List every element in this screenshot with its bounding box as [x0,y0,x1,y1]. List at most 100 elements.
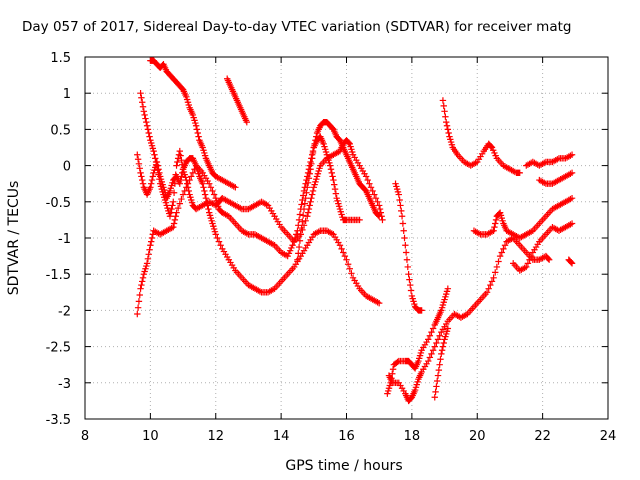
data-point [374,198,381,205]
data-point [434,372,442,379]
data-point [495,258,502,265]
data-point [294,256,301,263]
x-tick-label: 8 [81,429,89,444]
data-point [346,265,353,272]
data-point [568,151,576,158]
data-point [407,287,415,294]
data-point [436,361,443,368]
data-point [301,200,309,207]
data-point [134,156,142,163]
data-point [545,255,552,263]
data-point [312,137,319,144]
data-point [364,176,371,184]
data-point [444,325,452,332]
data-point [202,194,210,202]
data-point [143,118,150,126]
data-point [134,310,141,318]
chart-title: Day 057 of 2017, Sidereal Day-to-day VTE… [22,19,571,35]
data-point [304,184,311,191]
x-tick-label: 18 [404,429,421,444]
data-point [545,256,553,263]
data-point [139,103,147,110]
data-point [326,162,334,169]
data-point [526,256,533,263]
data-point [195,133,202,140]
data-point [299,218,306,225]
data-point [304,209,312,216]
data-point [372,194,380,202]
data-point [296,211,304,218]
data-point [134,304,142,311]
data-point [338,245,345,253]
data-point [232,184,239,191]
data-point [341,252,349,260]
data-point [138,173,145,180]
data-point [189,169,197,177]
data-point [371,191,378,198]
data-point [389,366,397,373]
data-point [432,388,439,396]
data-point [362,173,370,180]
data-point [243,118,251,126]
data-point [183,176,190,184]
data-point [167,209,175,216]
data-point [302,217,309,225]
data-point [217,242,224,249]
series-s10 [431,325,452,401]
y-tick-label: -2 [58,304,71,319]
data-point [376,205,384,213]
data-point [147,184,154,191]
x-tick-label: 20 [469,429,486,444]
data-point [308,155,316,162]
series-s11 [439,97,523,177]
data-point [389,370,396,377]
data-point [404,263,411,271]
data-point [172,171,179,178]
data-point [169,202,176,209]
data-point [492,216,500,224]
data-point [331,185,339,193]
data-point [330,176,337,184]
data-point [488,278,496,285]
data-point [426,332,434,339]
data-point [308,160,315,167]
data-point [304,179,312,186]
data-point [174,204,182,212]
data-point [193,126,201,133]
data-point [199,180,206,187]
series-s6 [294,118,383,263]
data-point [298,201,305,208]
data-point [137,169,144,177]
y-tick-label: 0 [63,160,71,175]
data-point [177,152,184,159]
data-point [150,147,157,155]
data-point [329,173,336,180]
series-s15 [510,220,576,274]
data-point [210,191,218,198]
data-point [568,260,576,267]
y-tick-label: -1.5 [46,268,71,283]
data-point [192,122,200,129]
y-tick-label: -2.5 [46,341,71,356]
data-point [166,213,174,220]
series-s16 [565,256,576,267]
data-point [156,175,163,183]
data-point [153,162,161,169]
data-point [145,251,152,258]
data-point [441,108,448,115]
data-point [296,237,304,244]
data-point [207,184,215,191]
data-point [177,176,184,184]
data-point [173,162,180,169]
data-point [176,200,183,207]
data-point [431,394,438,401]
data-point [304,213,311,220]
data-point [310,144,318,151]
data-point [437,356,444,363]
data-point [400,227,407,234]
data-point [435,366,443,374]
data-point [344,261,352,268]
data-point [170,223,177,231]
data-point [436,332,443,339]
data-point [496,252,504,260]
